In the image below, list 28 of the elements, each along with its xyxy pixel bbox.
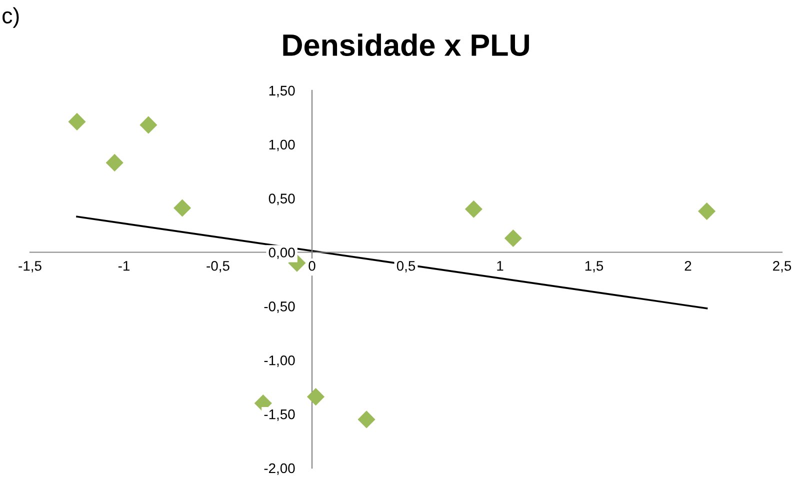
point <box>504 229 522 248</box>
point <box>358 410 376 428</box>
text: c) <box>2 7 19 28</box>
y-tick-label: -2,00 <box>264 463 295 475</box>
y-tick-label: -1,00 <box>264 355 295 367</box>
chart-title: Densidade x PLU <box>283 34 529 56</box>
x-tick-label: -0,5 <box>206 260 230 272</box>
point <box>140 116 158 134</box>
x-tick-label: -1 <box>118 261 130 271</box>
x-tick-label: 1,5 <box>585 261 604 272</box>
point <box>68 112 86 130</box>
point <box>306 388 325 406</box>
y-tick-label: 0,50 <box>268 194 295 206</box>
y-tick-label: 0,00 <box>268 248 295 260</box>
y-tick-label: 1,00 <box>269 140 295 152</box>
point <box>106 154 124 172</box>
x-tick-label: -1,5 <box>18 261 42 272</box>
point <box>173 199 192 217</box>
x-tick-label: 0,5 <box>396 260 416 272</box>
point <box>698 202 716 220</box>
x-tick-label: 2,5 <box>773 260 792 272</box>
y-tick-label: 1,50 <box>269 86 295 98</box>
point <box>464 200 482 218</box>
y-tick-label: -0,50 <box>264 302 295 313</box>
x-tick-label: 1 <box>497 261 504 271</box>
x-tick-label: 0 <box>308 260 316 271</box>
x-tick-label: 2 <box>684 260 692 271</box>
y-tick-label: -1,50 <box>264 409 295 421</box>
